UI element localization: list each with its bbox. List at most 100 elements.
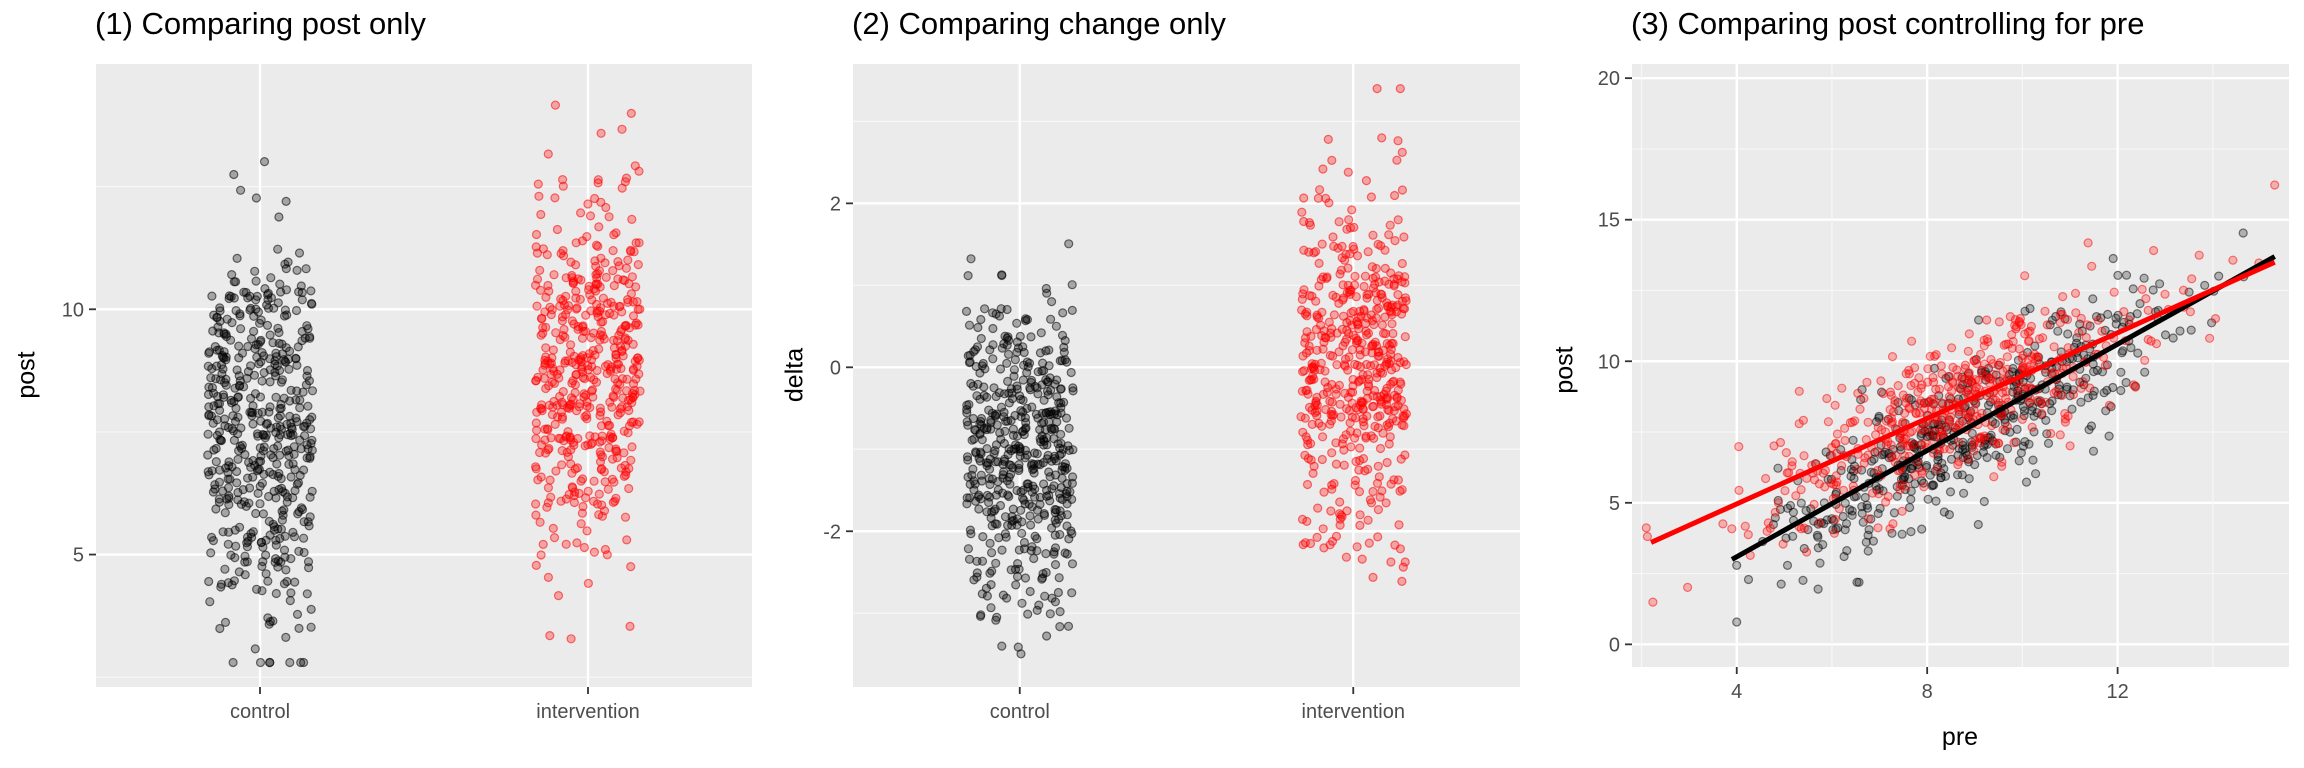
data-point xyxy=(631,282,641,292)
data-point xyxy=(283,445,293,455)
data-point xyxy=(615,301,625,311)
data-point xyxy=(1348,381,1358,391)
data-point xyxy=(234,341,244,351)
data-point xyxy=(991,558,1001,568)
data-point xyxy=(989,449,999,459)
panel-2-background xyxy=(853,64,1520,687)
data-point xyxy=(282,576,292,587)
data-point xyxy=(1326,332,1336,342)
data-point xyxy=(281,565,291,575)
data-point xyxy=(1375,443,1386,454)
data-point xyxy=(605,364,615,374)
data-point xyxy=(1401,360,1411,370)
data-point xyxy=(543,280,553,291)
data-point xyxy=(220,617,231,628)
data-point xyxy=(1944,371,1955,381)
data-point xyxy=(576,519,586,529)
data-point xyxy=(299,517,309,527)
data-point xyxy=(1342,317,1352,328)
data-point xyxy=(2055,318,2065,328)
data-point xyxy=(579,392,589,402)
data-point xyxy=(1002,376,1013,386)
data-point xyxy=(966,529,976,539)
data-point xyxy=(1899,408,1910,418)
panel-3-background xyxy=(1632,64,2289,667)
data-point xyxy=(623,255,633,265)
data-point xyxy=(273,471,283,481)
data-point xyxy=(224,461,234,471)
data-point xyxy=(226,550,236,560)
data-point xyxy=(212,361,222,371)
data-point xyxy=(2025,303,2035,314)
data-point xyxy=(2116,385,2126,396)
data-point xyxy=(1023,479,1033,489)
data-point xyxy=(1360,347,1371,357)
data-point xyxy=(262,320,273,330)
data-point xyxy=(1039,510,1050,521)
data-point xyxy=(974,504,984,514)
data-point xyxy=(597,452,608,462)
data-point xyxy=(1989,437,1999,447)
data-point xyxy=(1041,631,1052,641)
data-point xyxy=(1297,294,1307,304)
data-point xyxy=(215,303,225,313)
data-point xyxy=(1012,318,1022,328)
data-point xyxy=(289,532,300,542)
data-point xyxy=(255,318,265,328)
data-point xyxy=(1390,236,1400,246)
data-point xyxy=(566,634,576,644)
data-point xyxy=(1318,524,1328,534)
data-point xyxy=(1060,355,1070,365)
data-point xyxy=(1304,291,1315,301)
data-point xyxy=(273,441,283,451)
data-point xyxy=(596,128,606,138)
data-point xyxy=(1368,486,1378,497)
data-point xyxy=(550,193,560,203)
data-point xyxy=(1067,305,1077,315)
data-point xyxy=(260,433,270,443)
data-point xyxy=(1030,531,1040,541)
data-point xyxy=(611,349,621,360)
data-point xyxy=(1299,285,1309,295)
data-point xyxy=(235,441,245,451)
data-point xyxy=(1355,510,1365,520)
data-point xyxy=(1050,597,1061,607)
data-point xyxy=(1338,280,1348,290)
data-point xyxy=(303,401,313,411)
data-point xyxy=(999,456,1009,466)
data-point xyxy=(1994,317,2004,327)
data-point xyxy=(2042,320,2052,330)
data-point xyxy=(1366,431,1376,441)
data-point xyxy=(1353,312,1364,323)
data-point xyxy=(305,512,315,522)
data-point xyxy=(1050,379,1060,389)
data-point xyxy=(531,560,541,571)
data-point xyxy=(1400,272,1410,282)
data-point xyxy=(1368,230,1378,240)
data-point xyxy=(1011,580,1021,590)
data-point xyxy=(208,418,218,428)
data-point xyxy=(1931,384,1941,394)
data-point xyxy=(580,493,591,503)
data-point xyxy=(2141,294,2151,304)
data-point xyxy=(600,544,611,555)
data-point xyxy=(628,297,639,307)
data-point xyxy=(306,622,316,632)
data-point xyxy=(1002,358,1012,368)
data-point xyxy=(1778,539,1788,549)
data-point xyxy=(991,440,1002,450)
data-point xyxy=(1727,524,1737,534)
data-point xyxy=(1012,520,1022,530)
data-point xyxy=(1831,480,1841,490)
data-point xyxy=(604,212,614,222)
data-point xyxy=(2020,437,2030,447)
data-point xyxy=(255,657,266,668)
data-point xyxy=(1953,371,1963,381)
data-point xyxy=(2155,279,2165,289)
data-point xyxy=(1321,193,1331,203)
panel-2-series-control xyxy=(961,239,1078,659)
data-point xyxy=(1381,498,1391,508)
data-point xyxy=(962,405,972,415)
data-point xyxy=(1905,441,1915,451)
data-point xyxy=(285,428,295,438)
